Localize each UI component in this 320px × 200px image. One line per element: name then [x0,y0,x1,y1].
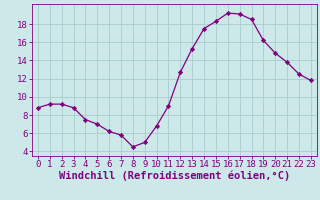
X-axis label: Windchill (Refroidissement éolien,°C): Windchill (Refroidissement éolien,°C) [59,171,290,181]
